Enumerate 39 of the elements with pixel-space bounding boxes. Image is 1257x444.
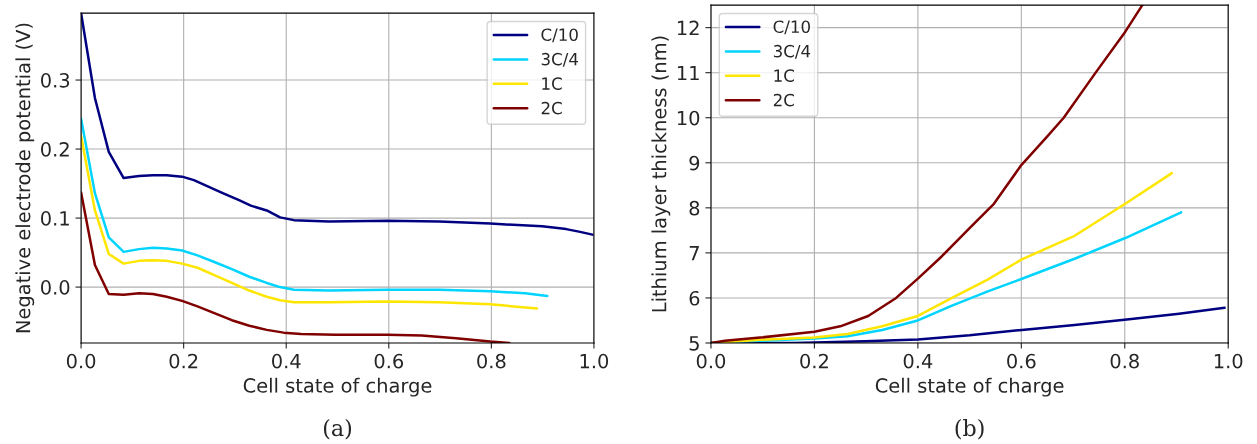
y-tick-label: 11 <box>677 65 699 81</box>
legend-label: 3C/4 <box>773 44 811 59</box>
legend-label: C/10 <box>773 20 810 35</box>
x-tick-label: 0.2 <box>800 353 828 369</box>
y-tick-label: 9 <box>689 155 700 171</box>
legend-label: 2C <box>541 101 562 115</box>
legend-label: C/10 <box>541 28 578 43</box>
x-tick-label: 0.8 <box>1110 353 1139 369</box>
y-tick-label: 0.0 <box>41 280 70 295</box>
y-axis-title: Negative electrode potential (V) <box>15 23 35 333</box>
legend-label: 2C <box>773 93 794 107</box>
text: (a) <box>323 419 352 440</box>
y-tick-label: 5 <box>689 336 699 351</box>
y-tick-label: 0.3 <box>41 73 70 88</box>
x-tick-label: 0.4 <box>903 353 933 369</box>
line-series <box>81 117 549 298</box>
x-axis-title: Cell state of charge <box>243 377 432 397</box>
legend-label: 1C <box>774 69 794 82</box>
x-tick-label: 0.6 <box>374 353 404 369</box>
x-tick-label: 0.6 <box>1007 353 1036 369</box>
x-tick-label: 0.4 <box>272 353 301 369</box>
y-tick-label: 0.1 <box>41 211 69 226</box>
legend-label: 3C/4 <box>541 52 578 67</box>
y-tick-label: 8 <box>689 200 700 216</box>
y-tick-label: 10 <box>677 110 700 126</box>
line-series <box>81 134 539 310</box>
y-tick-label: 6 <box>689 290 700 306</box>
text: (b) <box>955 419 984 440</box>
x-tick-label: 1.0 <box>1214 353 1243 369</box>
x-tick-label: 1.0 <box>580 353 609 369</box>
y-axis-title: Lithium layer thickness (nm) <box>651 36 671 312</box>
x-tick-label: 0.2 <box>169 353 198 369</box>
x-tick-label: 0.0 <box>66 353 96 369</box>
x-tick-label: 0.8 <box>477 353 506 369</box>
y-tick-label: 0.2 <box>41 142 69 157</box>
y-tick-label: 7 <box>689 246 699 261</box>
y-tick-label: 12 <box>677 20 699 36</box>
x-axis-title: Cell state of charge <box>875 377 1064 397</box>
legend-label: 1C <box>542 77 562 90</box>
